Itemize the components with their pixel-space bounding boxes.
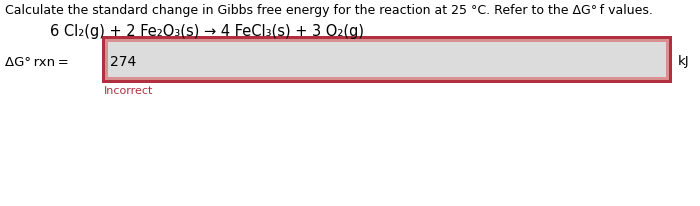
Text: kJ: kJ [678,55,690,68]
Text: 274: 274 [110,54,136,68]
FancyBboxPatch shape [108,43,666,78]
FancyBboxPatch shape [105,40,669,81]
Text: ΔG° rxn =: ΔG° rxn = [5,56,69,69]
Text: Calculate the standard change in Gibbs free energy for the reaction at 25 °C. Re: Calculate the standard change in Gibbs f… [5,4,653,17]
Text: 6 Cl₂(g) + 2 Fe₂O₃(s) → 4 FeCl₃(s) + 3 O₂(g): 6 Cl₂(g) + 2 Fe₂O₃(s) → 4 FeCl₃(s) + 3 O… [50,24,364,39]
FancyBboxPatch shape [102,37,672,84]
Text: Incorrect: Incorrect [104,85,153,96]
